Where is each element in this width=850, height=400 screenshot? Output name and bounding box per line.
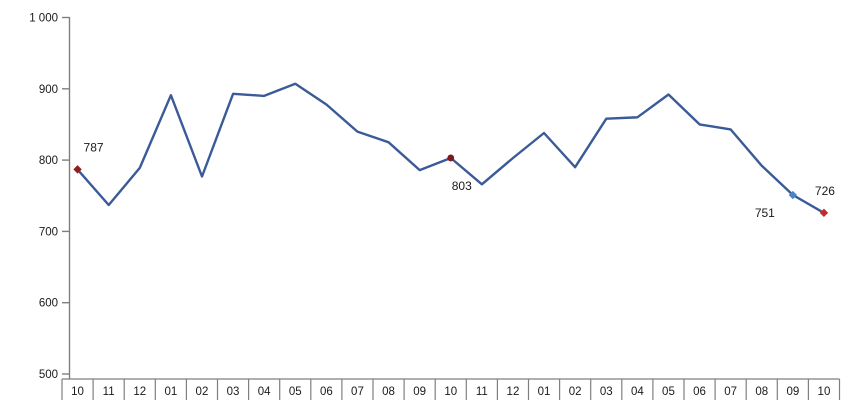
x-tick-label: 10: [818, 386, 831, 398]
data-series-line: [76, 82, 826, 215]
x-tick-label: 01: [538, 386, 551, 398]
x-tick-label: 08: [382, 386, 395, 398]
y-tick-label: 700: [39, 226, 58, 238]
x-tick-label: 04: [631, 386, 644, 398]
y-tick-label: 600: [39, 298, 58, 310]
x-tick-label: 09: [786, 386, 799, 398]
x-tick-label: 05: [662, 386, 675, 398]
x-tick-label: 07: [724, 386, 737, 398]
x-tick-label: 05: [289, 386, 302, 398]
x-tick-label: 07: [351, 386, 364, 398]
data-point-marker: [73, 165, 82, 174]
x-tick-label: 10: [71, 386, 84, 398]
y-tick-label: 800: [39, 155, 58, 167]
x-tick-label: 02: [569, 386, 582, 398]
y-tick-label: 900: [39, 84, 58, 96]
data-point-marker: [788, 190, 798, 200]
x-tick-label: 02: [196, 386, 209, 398]
x-tick-label: 06: [693, 386, 706, 398]
x-tick-label: 06: [320, 386, 333, 398]
data-point-label: 803: [452, 179, 472, 193]
x-tick-label: 10: [444, 386, 457, 398]
data-point-label: 751: [755, 206, 775, 220]
data-point-marker: [819, 208, 829, 218]
x-tick-label: 11: [103, 386, 115, 398]
y-tick-label: 1 000: [29, 13, 58, 25]
x-tick-label: 12: [507, 386, 520, 398]
x-tick-label: 11: [476, 386, 488, 398]
data-point-marker: [447, 154, 455, 162]
x-tick-label: 09: [413, 386, 426, 398]
x-tick-label: 03: [600, 386, 613, 398]
x-tick-label: 08: [755, 386, 768, 398]
data-point-label: 726: [815, 184, 835, 198]
y-tick-label: 500: [39, 369, 58, 381]
data-point-label: 787: [84, 140, 104, 154]
x-tick-label: 04: [258, 386, 271, 398]
x-tick-label: 03: [227, 386, 240, 398]
x-tick-label: 01: [164, 386, 177, 398]
x-tick-label: 12: [133, 386, 146, 398]
